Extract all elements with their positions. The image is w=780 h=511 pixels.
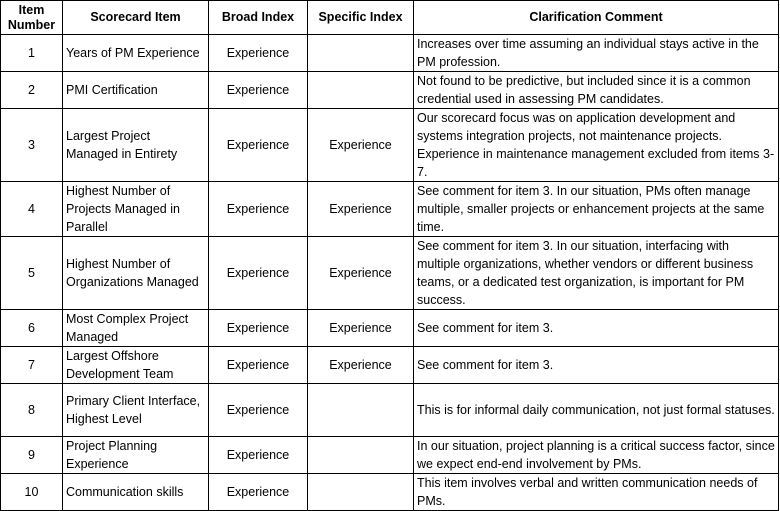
broad-index-cell: Experience (208, 181, 308, 237)
item-number-cell: 10 (0, 473, 63, 511)
scorecard-item-cell: Communication skills (62, 473, 209, 511)
broad-index-cell: Experience (208, 346, 308, 384)
table-row: 3 Largest Project Managed in Entirety Expe… (0, 108, 779, 182)
specific-index-cell (307, 383, 414, 437)
scorecard-item-cell: Primary Client Interface, Highest Level (62, 383, 209, 437)
table-row: 6 Most Complex Project Managed Experience E… (0, 309, 779, 347)
clarification-comment-cell: Not found to be predictive, but included… (413, 71, 779, 109)
clarification-comment-cell: Increases over time assuming an individu… (413, 34, 779, 72)
item-number-cell: 2 (0, 71, 63, 109)
scorecard-item-cell: Largest Project Managed in Entirety (62, 108, 209, 182)
scorecard-item-cell: Highest Number of Projects Managed in Pa… (62, 181, 209, 237)
scorecard-item-cell: Most Complex Project Managed (62, 309, 209, 347)
scorecard-item-cell: Project Planning Experience (62, 436, 209, 474)
header-scorecard-item: Scorecard Item (62, 0, 209, 35)
specific-index-cell (307, 71, 414, 109)
clarification-comment-cell: See comment for item 3. In our situation… (413, 236, 779, 310)
table-row: 1 Years of PM Experience Experience Increas… (0, 34, 779, 72)
specific-index-cell: Experience (307, 346, 414, 384)
scorecard-item-cell: Years of PM Experience (62, 34, 209, 72)
clarification-comment-cell: In our situation, project planning is a … (413, 436, 779, 474)
table-row: 5 Highest Number of Organizations Managed… (0, 236, 779, 310)
header-item-number: Item Number (0, 0, 63, 35)
broad-index-cell: Experience (208, 34, 308, 72)
broad-index-cell: Experience (208, 309, 308, 347)
broad-index-cell: Experience (208, 383, 308, 437)
broad-index-cell: Experience (208, 436, 308, 474)
clarification-comment-cell: See comment for item 3. In our situation… (413, 181, 779, 237)
broad-index-cell: Experience (208, 71, 308, 109)
specific-index-cell (307, 34, 414, 72)
table-row: 4 Highest Number of Projects Managed in P… (0, 181, 779, 237)
table-body: 1 Years of PM Experience Experience Increas… (0, 34, 779, 511)
header-broad-index: Broad Index (208, 0, 308, 35)
table-row: 2 PMI Certification Experience Not found to… (0, 71, 779, 109)
specific-index-cell: Experience (307, 309, 414, 347)
clarification-comment-cell: This is for informal daily communication… (413, 383, 779, 437)
clarification-comment-cell: See comment for item 3. (413, 346, 779, 384)
header-row: Item Number Scorecard Item Broad Index S… (0, 0, 779, 35)
table-row: 9 Project Planning Experience Experience In… (0, 436, 779, 474)
scorecard-item-cell: Highest Number of Organizations Managed (62, 236, 209, 310)
specific-index-cell (307, 436, 414, 474)
specific-index-cell: Experience (307, 108, 414, 182)
item-number-cell: 7 (0, 346, 63, 384)
table-row: 10 Communication skills Experience This ite… (0, 473, 779, 511)
item-number-cell: 1 (0, 34, 63, 72)
header-clarification-comment: Clarification Comment (413, 0, 779, 35)
specific-index-cell: Experience (307, 181, 414, 237)
table-row: 7 Largest Offshore Development Team Experi… (0, 346, 779, 384)
header-specific-index: Specific Index (307, 0, 414, 35)
broad-index-cell: Experience (208, 236, 308, 310)
specific-index-cell: Experience (307, 236, 414, 310)
clarification-comment-cell: Our scorecard focus was on application d… (413, 108, 779, 182)
clarification-comment-cell: This item involves verbal and written co… (413, 473, 779, 511)
item-number-cell: 8 (0, 383, 63, 437)
table-row: 8 Primary Client Interface, Highest Level… (0, 383, 779, 437)
specific-index-cell (307, 473, 414, 511)
item-number-cell: 3 (0, 108, 63, 182)
item-number-cell: 5 (0, 236, 63, 310)
scorecard-item-cell: Largest Offshore Development Team (62, 346, 209, 384)
scorecard-item-cell: PMI Certification (62, 71, 209, 109)
item-number-cell: 6 (0, 309, 63, 347)
item-number-cell: 9 (0, 436, 63, 474)
item-number-cell: 4 (0, 181, 63, 237)
broad-index-cell: Experience (208, 108, 308, 182)
clarification-comment-cell: See comment for item 3. (413, 309, 779, 347)
broad-index-cell: Experience (208, 473, 308, 511)
